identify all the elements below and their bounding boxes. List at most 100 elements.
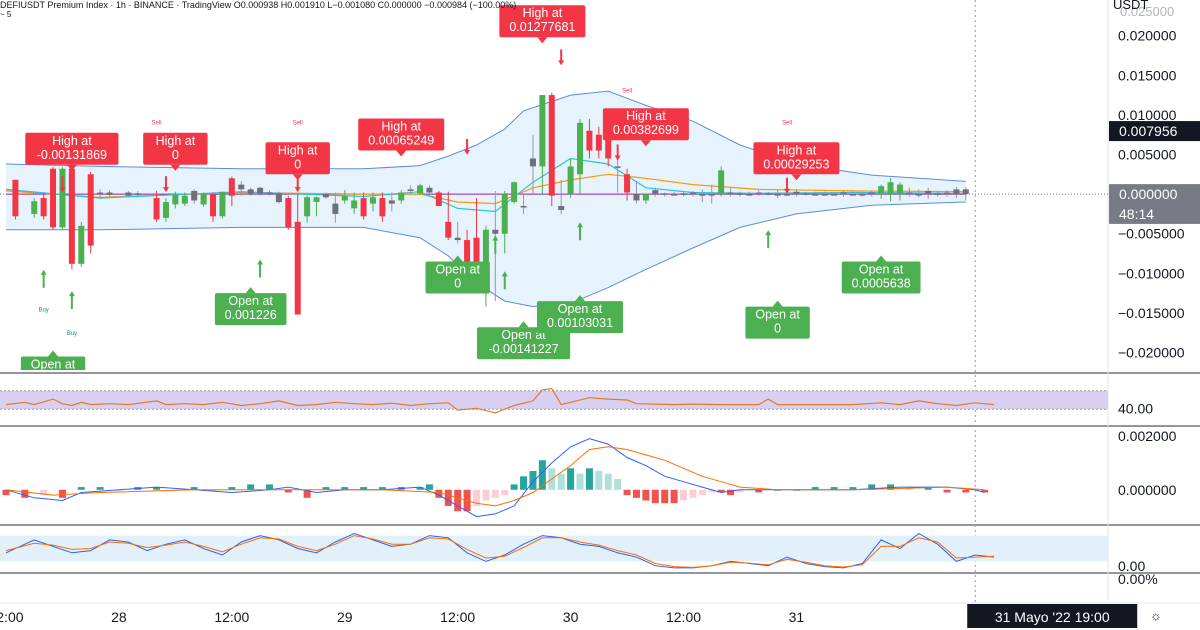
bollinger-band-fill [6, 91, 966, 307]
macd-histogram-bar [529, 470, 537, 490]
candle [257, 186, 264, 196]
sell-arrow [162, 176, 169, 193]
candle [934, 190, 941, 197]
callout-text: 0 [172, 148, 179, 162]
arrow-head [294, 187, 301, 193]
candle [765, 191, 772, 196]
callout-text: Open at [558, 302, 603, 316]
candle-body [934, 193, 941, 195]
candle-body [605, 134, 612, 159]
callout-text: 0 [50, 372, 57, 386]
candle [774, 189, 781, 199]
candle-body [181, 195, 188, 204]
candle-body [633, 194, 640, 201]
candle-body [962, 189, 969, 195]
candle [520, 194, 527, 214]
time-tick-label: 28 [111, 609, 127, 625]
macd-histogram-bar [416, 487, 424, 490]
callout-text: High at [777, 143, 817, 157]
macd-histogram-bar [284, 489, 292, 493]
arrow-head [558, 60, 565, 66]
candle-body [106, 192, 113, 195]
candle [548, 92, 555, 206]
callout-text: 0 [454, 276, 461, 290]
candle-body [379, 198, 386, 217]
candle [125, 190, 132, 197]
macd-histogram-bar [604, 473, 612, 490]
header-sub: ~ 5 [0, 10, 12, 19]
macd-histogram-bar [360, 487, 368, 490]
candle [831, 191, 838, 196]
candle [388, 192, 395, 212]
macd-histogram-bar [538, 460, 546, 490]
candle-body [294, 221, 301, 315]
rsi-value-label: 40.00 [1118, 401, 1153, 417]
candle-body [492, 229, 499, 234]
macd-histogram-bar [632, 489, 640, 498]
price-badge-text: 48:14 [1119, 206, 1154, 222]
macd-histogram-bar [557, 473, 565, 490]
arrow-head [40, 269, 47, 275]
arrow-head [614, 155, 621, 161]
high-callout: High at-0.00131869 [25, 132, 119, 171]
price-badge-text: 0.007956 [1119, 123, 1178, 139]
candle [322, 192, 329, 199]
callout-pointer [575, 295, 586, 302]
candle [97, 189, 104, 199]
candle-body [529, 158, 536, 167]
buy-arrow [257, 259, 264, 278]
candle [332, 192, 339, 223]
candle-body [727, 192, 734, 195]
gear-icon[interactable]: ☼ [1150, 608, 1162, 623]
candle [106, 190, 113, 197]
price-tick-label: 0.005000 [1118, 146, 1177, 162]
time-badge-bg [967, 604, 1138, 628]
candle-body [417, 185, 424, 194]
candle-body [624, 174, 631, 193]
macd-histogram-bar [520, 476, 528, 490]
callout-text: High at [52, 134, 92, 148]
candle [859, 191, 866, 197]
candle [153, 190, 160, 222]
candle-body [680, 193, 687, 195]
candle [228, 176, 235, 206]
candle-body [755, 192, 762, 195]
candle [247, 187, 254, 196]
macd-histogram-bar [981, 489, 989, 493]
candle-body [548, 95, 555, 196]
sell-arrow [59, 176, 66, 193]
high-callout: High at0.01277681 [499, 5, 586, 44]
candle-body [925, 190, 932, 195]
arrow-head [765, 230, 772, 236]
arrow-head [464, 149, 471, 155]
macd-histogram-bar [96, 487, 104, 490]
candle-body [736, 193, 743, 195]
callout-text: 0.0005638 [852, 276, 911, 290]
candle-body [266, 192, 273, 195]
candle-body [520, 205, 527, 208]
candle [219, 191, 226, 219]
callout-box [841, 261, 921, 294]
candle [736, 191, 743, 197]
candle-body [210, 194, 217, 217]
macd-histogram-bar [153, 487, 161, 490]
signal-small-label: Buy [38, 307, 48, 313]
arrow-head [59, 187, 66, 193]
callout-text: 0.00103031 [547, 316, 613, 330]
price-badge-bg [1109, 203, 1200, 224]
candle-body [944, 192, 950, 195]
macd-histogram-bar [444, 489, 452, 506]
callout-box [358, 118, 445, 151]
arrow-head [68, 291, 75, 297]
candle-body [59, 168, 66, 228]
candle-body [275, 193, 282, 203]
candle-body [78, 225, 85, 264]
candle [661, 192, 668, 197]
open-callout: Open at0 [20, 350, 86, 386]
time-tick-label: 12:00 [666, 609, 701, 625]
candle-body [97, 192, 104, 195]
signal-small-label: Sell [152, 120, 162, 126]
candle [417, 183, 424, 195]
